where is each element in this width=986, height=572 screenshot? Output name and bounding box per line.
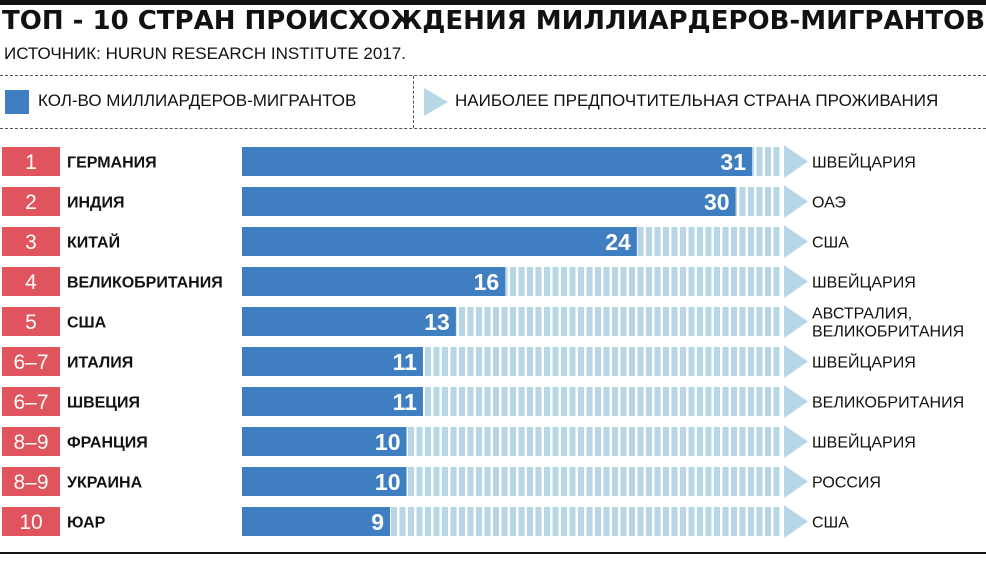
legend-count-label: КОЛ-ВО МИЛЛИАРДЕРОВ-МИГРАНТОВ xyxy=(38,91,357,110)
rank-badge xyxy=(2,427,60,456)
destination-label: США xyxy=(812,515,849,532)
rank-badge xyxy=(2,467,60,496)
rank-badge xyxy=(2,267,60,296)
bar xyxy=(242,467,407,496)
data-label: 9 xyxy=(371,509,384,535)
country-label: КИТАЙ xyxy=(67,233,120,252)
rank-number: 6–7 xyxy=(13,391,48,414)
data-label: 11 xyxy=(393,349,418,375)
bar xyxy=(242,307,456,336)
bar xyxy=(242,187,736,216)
bar xyxy=(242,267,506,296)
rank-number: 3 xyxy=(25,231,37,254)
country-label: ИТАЛИЯ xyxy=(67,355,133,372)
data-label: 11 xyxy=(393,389,418,415)
arrow-icon xyxy=(784,225,808,258)
bar xyxy=(242,227,637,256)
data-label: 10 xyxy=(375,469,401,495)
country-label: ГЕРМАНИЯ xyxy=(67,155,157,172)
destination-label: ШВЕЙЦАРИЯ xyxy=(812,433,916,452)
destination-label: США xyxy=(812,235,849,252)
data-label: 13 xyxy=(424,309,450,335)
rank-number: 2 xyxy=(25,191,37,214)
destination-label: АВСТРАЛИЯ, xyxy=(812,306,912,323)
data-label: 24 xyxy=(605,229,631,255)
source-note: ИСТОЧНИК: HURUN RESEARCH INSTITUTE 2017. xyxy=(4,44,406,63)
rank-number: 10 xyxy=(19,511,42,534)
data-label: 30 xyxy=(704,189,730,215)
destination-label: ШВЕЙЦАРИЯ xyxy=(812,273,916,292)
arrow-icon xyxy=(784,265,808,298)
arrow-icon xyxy=(784,305,808,338)
bottom-rule xyxy=(0,552,986,554)
bar xyxy=(242,507,391,536)
arrow-icon xyxy=(784,345,808,378)
rank-number: 4 xyxy=(25,271,37,294)
arrow-icon xyxy=(784,145,808,178)
legend-arrow-icon xyxy=(424,88,448,116)
rank-badge xyxy=(2,147,60,176)
data-label: 31 xyxy=(720,149,746,175)
top-rule xyxy=(0,0,986,5)
country-label: ФРАНЦИЯ xyxy=(67,435,148,452)
country-label: ИНДИЯ xyxy=(67,195,124,212)
bar xyxy=(242,387,423,416)
destination-label: ОАЭ xyxy=(812,195,846,212)
rank-number: 1 xyxy=(25,151,37,174)
rank-number: 8–9 xyxy=(13,471,48,494)
data-label: 16 xyxy=(474,269,500,295)
rank-badge xyxy=(2,227,60,256)
country-label: ЮАР xyxy=(67,515,106,532)
rank-number: 8–9 xyxy=(13,431,48,454)
legend-bar-swatch xyxy=(5,90,29,114)
country-label: ШВЕЦИЯ xyxy=(67,395,140,412)
destination-label: РОССИЯ xyxy=(812,475,881,492)
arrow-icon xyxy=(784,185,808,218)
legend-divider xyxy=(413,76,414,128)
destination-label: ВЕЛИКОБРИТАНИЯ xyxy=(812,324,964,341)
bar xyxy=(242,347,423,376)
legend: КОЛ-ВО МИЛЛИАРДЕРОВ-МИГРАНТОВ НАИБОЛЕЕ П… xyxy=(0,75,986,129)
destination-label: ШВЕЙЦАРИЯ xyxy=(812,153,916,172)
rank-badge xyxy=(2,387,60,416)
country-label: США xyxy=(67,315,107,332)
destination-label: ВЕЛИКОБРИТАНИЯ xyxy=(812,395,964,412)
rank-badge xyxy=(2,187,60,216)
arrow-icon xyxy=(784,465,808,498)
rank-badge xyxy=(2,507,60,536)
arrow-icon xyxy=(784,505,808,538)
rank-number: 5 xyxy=(25,311,37,334)
country-label: УКРАИНА xyxy=(67,475,143,492)
bar xyxy=(242,147,752,176)
arrow-icon xyxy=(784,385,808,418)
bar xyxy=(242,427,407,456)
rank-number: 6–7 xyxy=(13,351,48,374)
rank-badge xyxy=(2,347,60,376)
arrow-icon xyxy=(784,425,808,458)
chart-title: ТОП - 10 СТРАН ПРОИСХОЖДЕНИЯ МИЛЛИАРДЕРО… xyxy=(2,6,986,36)
destination-label: ШВЕЙЦАРИЯ xyxy=(812,353,916,372)
data-label: 10 xyxy=(375,429,401,455)
country-label: ВЕЛИКОБРИТАНИЯ xyxy=(67,275,223,292)
legend-destination-label: НАИБОЛЕЕ ПРЕДПОЧТИТЕЛЬНАЯ СТРАНА ПРОЖИВА… xyxy=(455,91,939,110)
rank-badge xyxy=(2,307,60,336)
